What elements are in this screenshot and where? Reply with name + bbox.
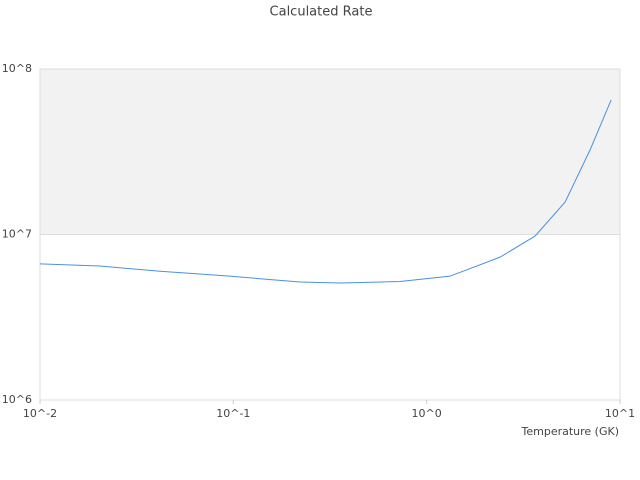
chart-title: Calculated Rate — [270, 5, 373, 20]
x-tick-label: 10^-1 — [216, 407, 250, 420]
grid-band — [40, 69, 620, 235]
y-tick-label: 10^8 — [2, 62, 32, 75]
x-axis-label: Temperature (GK) — [521, 425, 620, 438]
x-tick-label: 10^0 — [412, 407, 442, 420]
x-tick-label: 10^-2 — [23, 407, 57, 420]
y-tick-label: 10^6 — [2, 393, 32, 406]
data-line — [39, 99, 612, 284]
y-tick-label: 10^7 — [2, 228, 32, 241]
x-tick-label: 10^1 — [605, 407, 635, 420]
